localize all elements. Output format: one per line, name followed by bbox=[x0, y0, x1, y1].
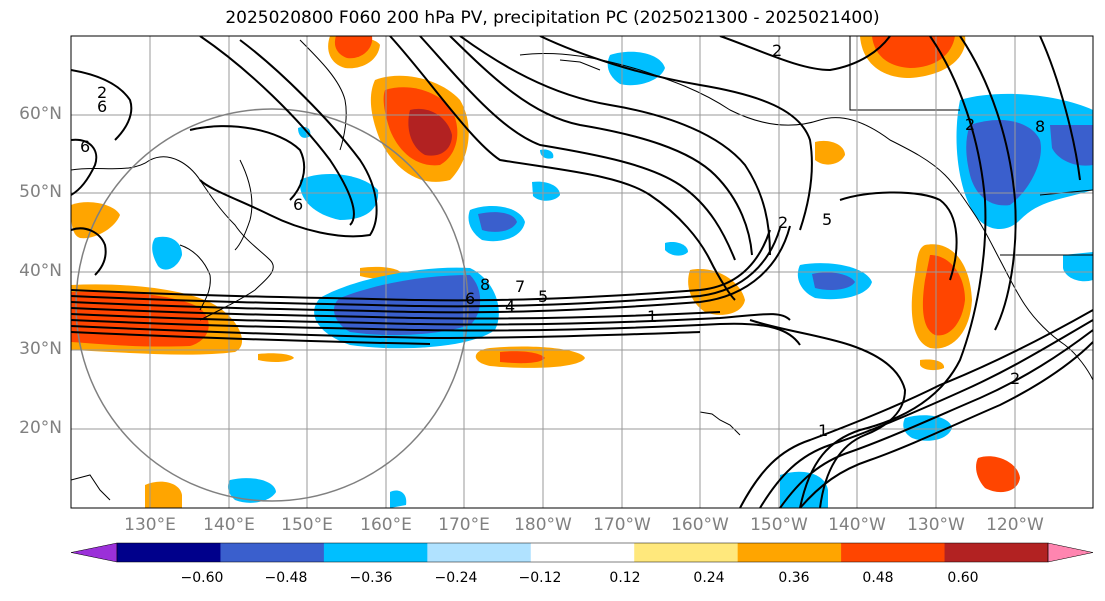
pv-label: 2 bbox=[772, 41, 782, 60]
pv-label: 7 bbox=[515, 277, 525, 296]
pv-label: 2 bbox=[1010, 369, 1020, 388]
pv-label: 6 bbox=[465, 289, 475, 308]
lon-label: 180°W bbox=[514, 515, 572, 535]
colorbar-frame bbox=[116, 542, 1049, 563]
colorbar-bin bbox=[323, 543, 428, 562]
pv-label: 5 bbox=[538, 287, 548, 306]
lon-label: 170°E bbox=[438, 515, 490, 535]
colorbar-bin bbox=[634, 543, 739, 562]
pv-label: 4 bbox=[505, 297, 515, 316]
pv-contours bbox=[71, 36, 1093, 508]
pv-label: 6 bbox=[80, 137, 90, 156]
pv-label: 2 bbox=[965, 115, 975, 134]
pv-label: 2 bbox=[778, 213, 788, 232]
map-frame bbox=[70, 35, 1094, 509]
pv-label: 8 bbox=[480, 275, 490, 294]
region-circle bbox=[75, 108, 469, 502]
lat-label: 60°N bbox=[19, 104, 62, 124]
colorbar-bin bbox=[117, 543, 221, 562]
lon-label: 150°E bbox=[281, 515, 333, 535]
pv-label: 5 bbox=[822, 210, 832, 229]
lon-label: 160°W bbox=[671, 515, 729, 535]
graticule bbox=[71, 36, 1093, 508]
colorbar-bin bbox=[427, 543, 532, 562]
colorbar-tick-label: −0.24 bbox=[434, 570, 478, 586]
lon-label: 160°E bbox=[360, 515, 412, 535]
lon-label: 130°W bbox=[907, 515, 965, 535]
colorbar-tick-label: −0.60 bbox=[180, 570, 224, 586]
colorbar-tick-label: −0.48 bbox=[264, 570, 308, 586]
colorbar bbox=[70, 542, 1094, 563]
lon-label: 130°E bbox=[124, 515, 176, 535]
lon-label: 140°E bbox=[203, 515, 255, 535]
lon-label: 140°W bbox=[828, 515, 886, 535]
colorbar-bin bbox=[220, 543, 325, 562]
colorbar-bin bbox=[944, 543, 1049, 562]
colorbar-tick-label: −0.12 bbox=[518, 570, 562, 586]
precip-positive-anomalies bbox=[71, 36, 1020, 508]
colorbar-tick-label: 0.36 bbox=[778, 570, 810, 586]
colorbar-bin bbox=[841, 543, 946, 562]
colorbar-tick-label: 0.60 bbox=[947, 570, 979, 586]
colorbar-bin bbox=[530, 543, 635, 562]
colorbar-tick-label: 0.24 bbox=[693, 570, 725, 586]
colorbar-bin bbox=[737, 543, 842, 562]
pv-label: 8 bbox=[1035, 117, 1045, 136]
lon-label: 150°W bbox=[750, 515, 808, 535]
colorbar-tick-label: 0.12 bbox=[609, 570, 641, 586]
pv-label: 6 bbox=[293, 195, 303, 214]
lat-label: 30°N bbox=[19, 339, 62, 359]
lat-label: 50°N bbox=[19, 182, 62, 202]
map-title: 2025020800 F060 200 hPa PV, precipitatio… bbox=[225, 8, 880, 28]
colorbar-tick-label: −0.36 bbox=[349, 570, 393, 586]
pv-label: 2 bbox=[97, 83, 107, 102]
lat-label: 20°N bbox=[19, 418, 62, 438]
lon-label: 120°W bbox=[986, 515, 1044, 535]
colorbar-arrow-right bbox=[1047, 542, 1094, 563]
colorbar-tick-label: 0.48 bbox=[862, 570, 894, 586]
map-panel: 1 2 4 5 6 7 8 6 6 6 2 2 5 2 8 2 1 bbox=[71, 36, 1093, 508]
pv-label: 1 bbox=[818, 421, 828, 440]
lat-label: 40°N bbox=[19, 261, 62, 281]
pv-label: 6 bbox=[97, 97, 107, 116]
pv-label: 1 bbox=[647, 307, 657, 326]
lon-label: 170°W bbox=[593, 515, 651, 535]
colorbar-arrow-left bbox=[70, 542, 118, 563]
pv-contour-labels: 1 2 4 5 6 7 8 6 6 6 2 2 5 2 8 2 1 bbox=[80, 41, 1045, 440]
coastlines bbox=[71, 36, 1093, 501]
